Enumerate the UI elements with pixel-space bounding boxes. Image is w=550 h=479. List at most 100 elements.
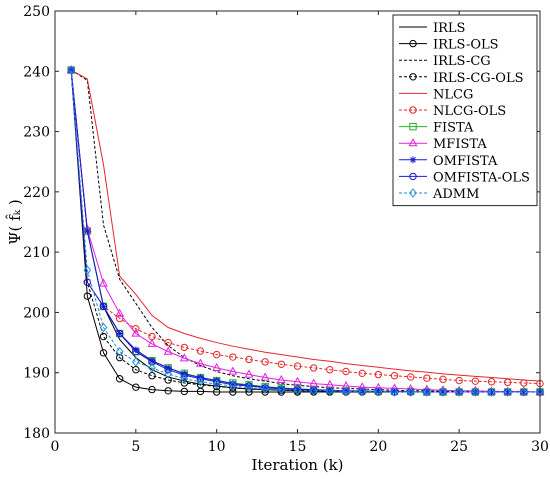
data-point-irls-ols [115, 375, 124, 383]
legend-item-fista: FISTA [399, 121, 474, 136]
data-point-admm [245, 382, 253, 393]
legend-label: NLCG [433, 87, 473, 102]
data-point-irls-ols [99, 349, 108, 357]
data-point-mfista [163, 346, 173, 355]
data-point-omfista-ols [83, 278, 92, 286]
x-tick-label: 15 [289, 439, 307, 455]
data-point-omfista [310, 386, 318, 393]
legend-item-irls-ols: IRLS-OLS [399, 38, 499, 53]
data-point-nlcg-ols [293, 362, 302, 370]
legend-label: FISTA [433, 121, 474, 136]
data-point-omfista [67, 66, 75, 74]
legend-item-irls-cg-ols: IRLS-CG-OLS [399, 71, 524, 86]
data-point-irls-ols [164, 387, 172, 395]
legend-item-irls-cg: IRLS-CG [399, 54, 491, 69]
legend-label: IRLS [433, 21, 465, 36]
data-point-omfista [294, 385, 301, 393]
data-point-admm [390, 387, 399, 397]
data-point-nlcg-ols [503, 378, 512, 387]
legend-marker [409, 156, 417, 164]
data-point-mfista [276, 374, 286, 384]
data-point-nlcg-ols [326, 366, 334, 374]
data-point-mfista [131, 328, 141, 337]
data-point-admm [293, 385, 302, 395]
data-point-admm [164, 369, 173, 379]
x-tick-label: 25 [450, 439, 468, 455]
legend-marker [408, 138, 418, 147]
data-point-admm [325, 385, 334, 396]
data-point-admm [212, 379, 221, 389]
data-point-admm [471, 387, 480, 397]
legend-marker [409, 122, 417, 131]
data-point-nlcg-ols [520, 379, 528, 387]
data-point-admm [503, 387, 512, 397]
data-point-omfista-ols [132, 347, 140, 356]
data-point-nlcg-ols [358, 369, 366, 378]
data-point-irls-ols [132, 383, 140, 391]
data-point-irls-cg-ols [164, 376, 172, 384]
data-point-nlcg-ols [423, 374, 431, 382]
data-point-nlcg-ols [390, 372, 399, 380]
data-point-mfista [244, 369, 254, 378]
data-point-omfista [83, 227, 91, 235]
data-point-nlcg-ols [309, 364, 318, 372]
data-point-nlcg-ols [261, 358, 269, 366]
data-point-nlcg-ols [115, 314, 124, 323]
data-point-mfista [196, 358, 205, 367]
legend-marker [409, 172, 417, 181]
y-tick-label: 180 [23, 426, 50, 442]
y-tick-label: 250 [23, 4, 50, 20]
data-point-irls-ols [148, 385, 156, 394]
series-nlcg [70, 69, 541, 382]
legend-label: MFISTA [433, 137, 487, 152]
legend-label: NLCG-OLS [433, 104, 506, 119]
legend-marker [409, 73, 417, 81]
legend-marker [409, 106, 417, 114]
data-point-admm [196, 376, 205, 387]
data-point-omfista-ols [99, 302, 108, 311]
legend-label: ADMM [432, 187, 479, 202]
x-tick-label: 0 [51, 439, 60, 455]
data-point-admm [422, 387, 431, 397]
data-point-admm [99, 322, 108, 333]
data-point-irls-cg-ols [115, 353, 124, 362]
x-tick-label: 20 [369, 439, 387, 455]
data-point-irls-ols [180, 387, 189, 396]
data-point-nlcg-ols [132, 325, 140, 333]
data-point-omfista [261, 383, 269, 391]
legend-marker [409, 188, 417, 198]
data-point-admm [342, 386, 350, 397]
legend-item-mfista: MFISTA [399, 137, 487, 152]
legend-item-omfista-ols: OMFISTA-OLS [399, 170, 530, 185]
data-point-admm [148, 363, 156, 373]
data-point-omfista [277, 384, 285, 392]
legend-label: IRLS-OLS [433, 38, 499, 53]
x-tick-label: 5 [131, 439, 140, 455]
data-point-mfista [212, 362, 222, 371]
y-axis-label: Ψ( f̂ₖ ) [6, 199, 24, 244]
data-point-nlcg-ols [374, 370, 383, 379]
x-axis-label: Iteration (k) [251, 456, 343, 474]
y-tick-label: 200 [23, 305, 50, 321]
data-point-nlcg-ols [164, 338, 172, 347]
data-point-omfista-ols [164, 366, 172, 374]
data-point-nlcg-ols [487, 378, 496, 386]
data-point-admm [358, 386, 367, 397]
data-point-admm [83, 265, 92, 276]
data-point-mfista [99, 278, 108, 287]
data-point-admm [131, 357, 140, 367]
y-tick-label: 190 [23, 366, 50, 382]
data-point-omfista [180, 370, 188, 378]
data-point-omfista [391, 388, 398, 395]
series-layer [66, 65, 545, 397]
data-point-nlcg-ols [471, 377, 480, 385]
data-point-omfista [229, 380, 237, 387]
data-point-mfista [115, 308, 125, 317]
legend-marker [409, 39, 417, 48]
y-tick-label: 220 [23, 185, 50, 201]
y-tick-label: 210 [23, 245, 50, 261]
data-point-admm [406, 387, 415, 397]
legend-item-omfista: OMFISTA [399, 154, 498, 169]
data-point-irls-cg-ols [99, 332, 108, 341]
